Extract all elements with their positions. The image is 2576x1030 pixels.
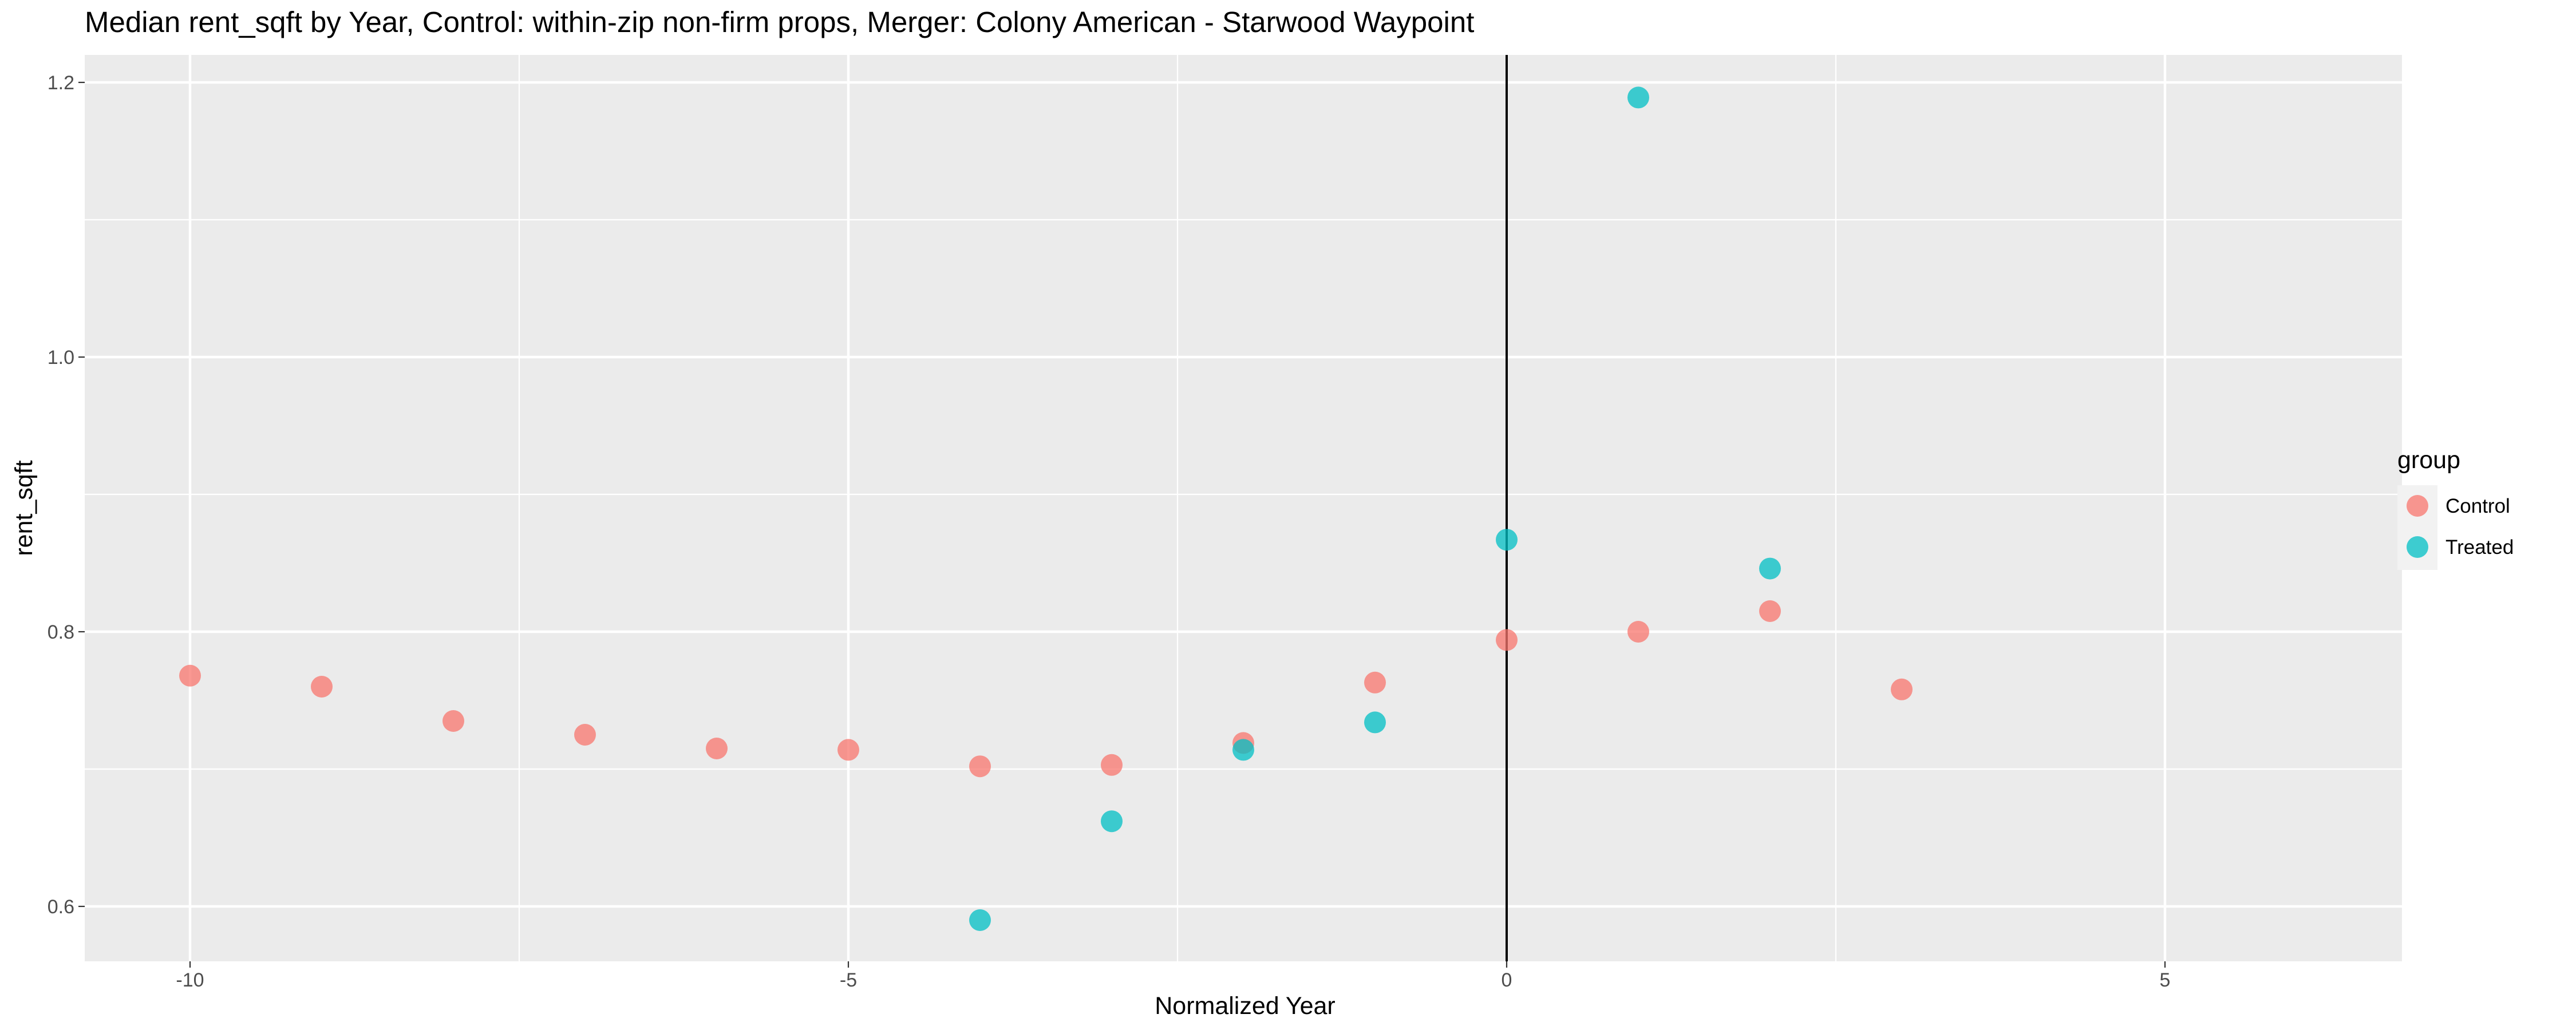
x-tick-label: 5 [2160,969,2171,991]
control-point [706,738,728,759]
x-tick-label: -5 [840,969,857,991]
control-point [1627,621,1649,643]
series-control [179,600,1913,778]
legend: group Control Treated [2397,446,2514,570]
control-point [442,710,464,732]
legend-key-control [2407,495,2428,517]
legend-label-treated: Treated [2445,536,2514,558]
y-tick-label: 0.6 [48,896,74,918]
y-tick-label: 1.2 [48,72,74,94]
control-point [1101,754,1123,776]
treated-point [969,909,991,931]
y-tick-label: 1.0 [48,347,74,369]
treated-point [1364,711,1386,734]
legend-label-control: Control [2445,495,2510,517]
control-point [1759,600,1781,622]
control-point [574,724,596,746]
y-axis-ticks: 0.6 0.8 1.0 1.2 [48,72,85,918]
x-axis-title: Normalized Year [1155,992,1336,1020]
legend-title: group [2397,446,2460,474]
plot-panel [85,55,2402,961]
control-point [179,664,201,687]
control-point [837,739,859,761]
major-gridlines [85,55,2402,961]
treated-point [1759,557,1781,580]
treated-point [1627,86,1649,109]
x-tick-label: 0 [1502,969,1512,991]
control-point [1496,629,1518,651]
control-point [1891,678,1913,700]
y-tick-label: 0.8 [48,621,74,643]
minor-gridlines [85,55,2402,961]
control-point [311,676,333,698]
treated-point [1232,739,1254,761]
control-point [969,755,991,778]
treated-point [1496,529,1518,551]
x-axis-ticks: -10 -5 0 5 [176,961,2170,991]
treated-point [1101,810,1123,833]
control-point [1364,671,1386,694]
chart-title: Median rent_sqft by Year, Control: withi… [85,6,1474,38]
x-tick-label: -10 [176,969,204,991]
legend-key-treated [2407,536,2428,558]
data-points [179,86,1913,931]
series-treated [969,86,1781,931]
y-axis-title: rent_sqft [10,460,38,556]
